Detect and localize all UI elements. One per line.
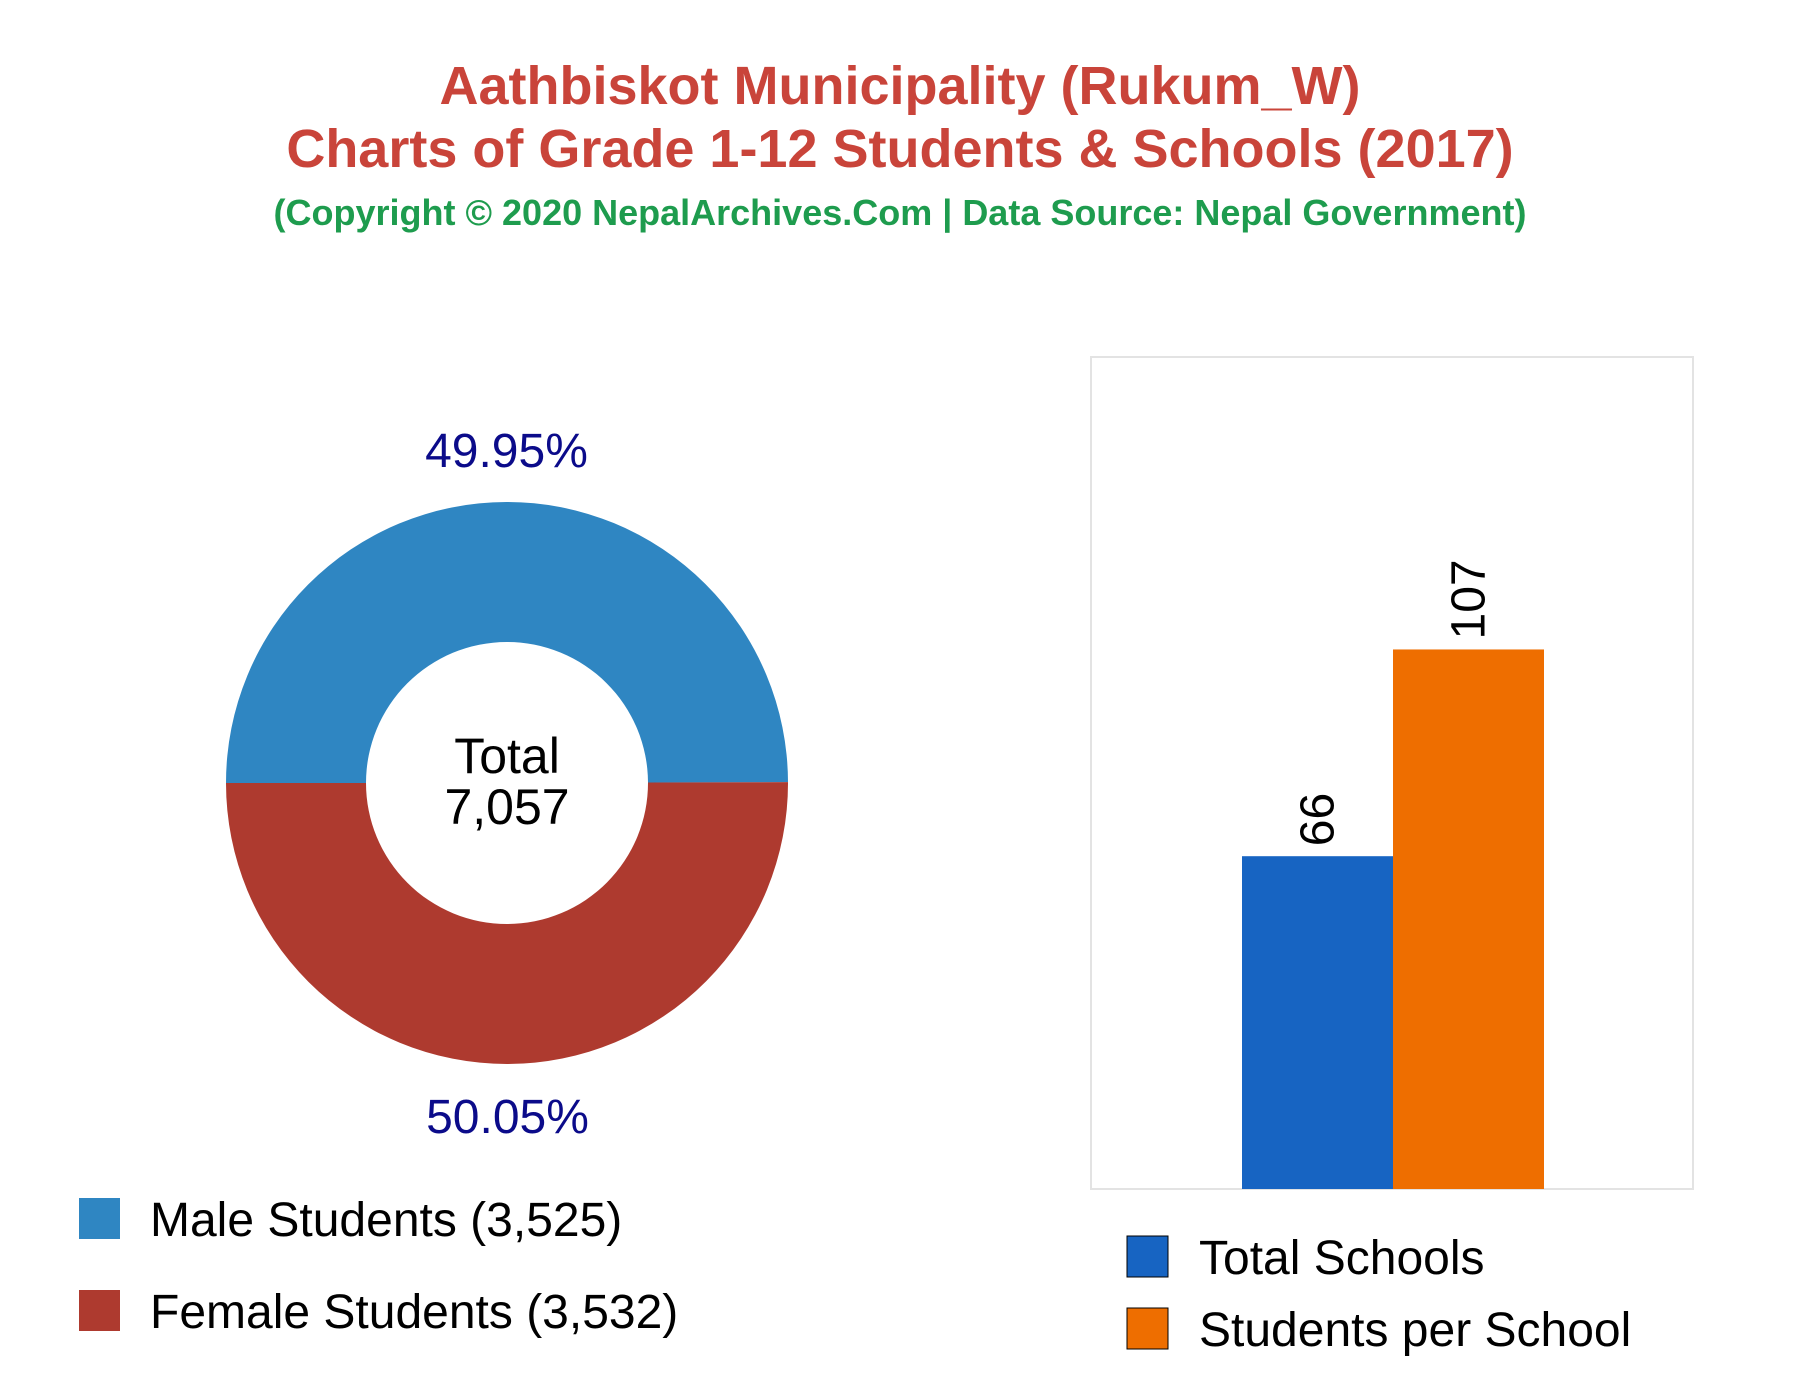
bar-value-label-students-per-school: 107 — [1443, 559, 1496, 639]
donut-slice-female-students — [226, 782, 788, 1064]
chart-title-line1: Aathbiskot Municipality (Rukum_W) — [439, 56, 1361, 116]
legend-label-female-students: Female Students (3,532) — [150, 1286, 678, 1339]
donut-center-label: Total — [454, 728, 560, 784]
legend-label-total-schools: Total Schools — [1199, 1232, 1485, 1285]
donut-slice-male-students — [226, 501, 788, 783]
chart-subtitle: (Copyright © 2020 NepalArchives.Com | Da… — [273, 192, 1527, 233]
legend-swatch-total-schools — [1126, 1235, 1169, 1278]
donut-center-value: 7,057 — [444, 779, 569, 835]
legend-swatch-students-per-school — [1126, 1307, 1169, 1350]
donut-legend: Male Students (3,525) Female Students (3,… — [79, 1194, 678, 1339]
bar-legend: Total Schools Students per School — [1126, 1232, 1631, 1357]
bar-value-label-total-schools: 66 — [1292, 793, 1345, 846]
legend-label-students-per-school: Students per School — [1199, 1304, 1631, 1357]
chart-title-line2: Charts of Grade 1-12 Students & Schools … — [286, 119, 1514, 179]
bar-chart: 66 107 — [1242, 559, 1544, 1189]
donut-percent-label-male-students: 49.95% — [425, 425, 588, 478]
donut-percent-label-female-students: 50.05% — [426, 1091, 589, 1144]
legend-swatch-male-students — [79, 1198, 120, 1239]
bar-students-per-school — [1393, 649, 1544, 1189]
bar-total-schools — [1242, 856, 1393, 1189]
legend-label-male-students: Male Students (3,525) — [150, 1194, 622, 1247]
legend-swatch-female-students — [79, 1290, 120, 1331]
